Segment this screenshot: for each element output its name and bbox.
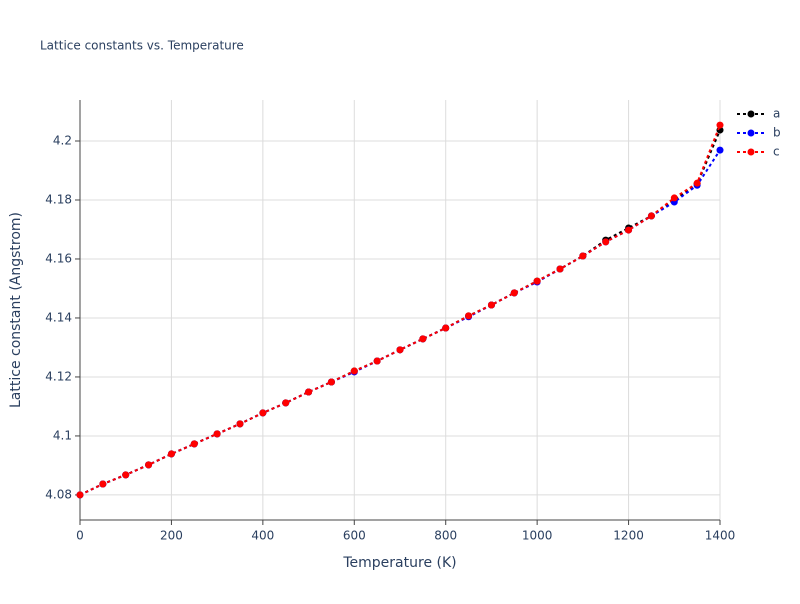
data-point (556, 265, 564, 273)
data-point (282, 399, 290, 407)
data-point (122, 471, 130, 479)
x-tick-label: 400 (251, 529, 274, 543)
x-tick-label: 0 (76, 529, 84, 543)
y-tick-label: 4.2 (53, 133, 72, 147)
data-point (259, 409, 267, 417)
data-point (76, 491, 84, 499)
y-tick-label: 4.12 (45, 369, 72, 383)
data-point (533, 277, 541, 285)
legend-marker (747, 148, 755, 156)
legend-marker (747, 129, 755, 137)
data-point (670, 194, 678, 202)
y-tick-label: 4.1 (53, 428, 72, 442)
data-point (305, 388, 313, 396)
y-tick-label: 4.18 (45, 192, 72, 206)
data-point (442, 324, 450, 332)
data-point (419, 335, 427, 343)
data-point (167, 450, 175, 458)
x-tick-label: 600 (343, 529, 366, 543)
x-tick-label: 1000 (522, 529, 553, 543)
y-axis-title: Lattice constant (Angstrom) (8, 212, 24, 408)
legend-label: a (773, 107, 780, 121)
data-point (350, 367, 358, 375)
data-point (693, 179, 701, 187)
data-point (465, 312, 473, 320)
chart-title: Lattice constants vs. Temperature (40, 39, 244, 53)
data-point (647, 212, 655, 220)
data-point (327, 378, 335, 386)
data-point (213, 430, 221, 438)
data-point (579, 252, 587, 260)
legend-label: b (773, 126, 781, 140)
series-line (79, 149, 721, 496)
data-point (510, 289, 518, 297)
y-tick-label: 4.14 (45, 310, 72, 324)
data-point (625, 226, 633, 234)
legend-marker (747, 110, 755, 118)
x-tick-label: 1200 (613, 529, 644, 543)
data-point (602, 238, 610, 246)
data-point (373, 357, 381, 365)
data-point (99, 480, 107, 488)
series-line (79, 124, 721, 496)
legend-label: c (773, 145, 780, 159)
x-tick-label: 1400 (705, 529, 736, 543)
data-point (396, 346, 404, 354)
data-point (190, 440, 198, 448)
x-axis-title: Temperature (K) (342, 555, 456, 571)
data-point (236, 420, 244, 428)
x-tick-label: 200 (160, 529, 183, 543)
data-point (716, 121, 724, 129)
series-line (79, 129, 721, 496)
data-point (487, 301, 495, 309)
y-tick-label: 4.08 (45, 487, 72, 501)
x-tick-label: 800 (434, 529, 457, 543)
data-point (145, 461, 153, 469)
y-tick-label: 4.16 (45, 251, 72, 265)
data-point (716, 146, 724, 154)
